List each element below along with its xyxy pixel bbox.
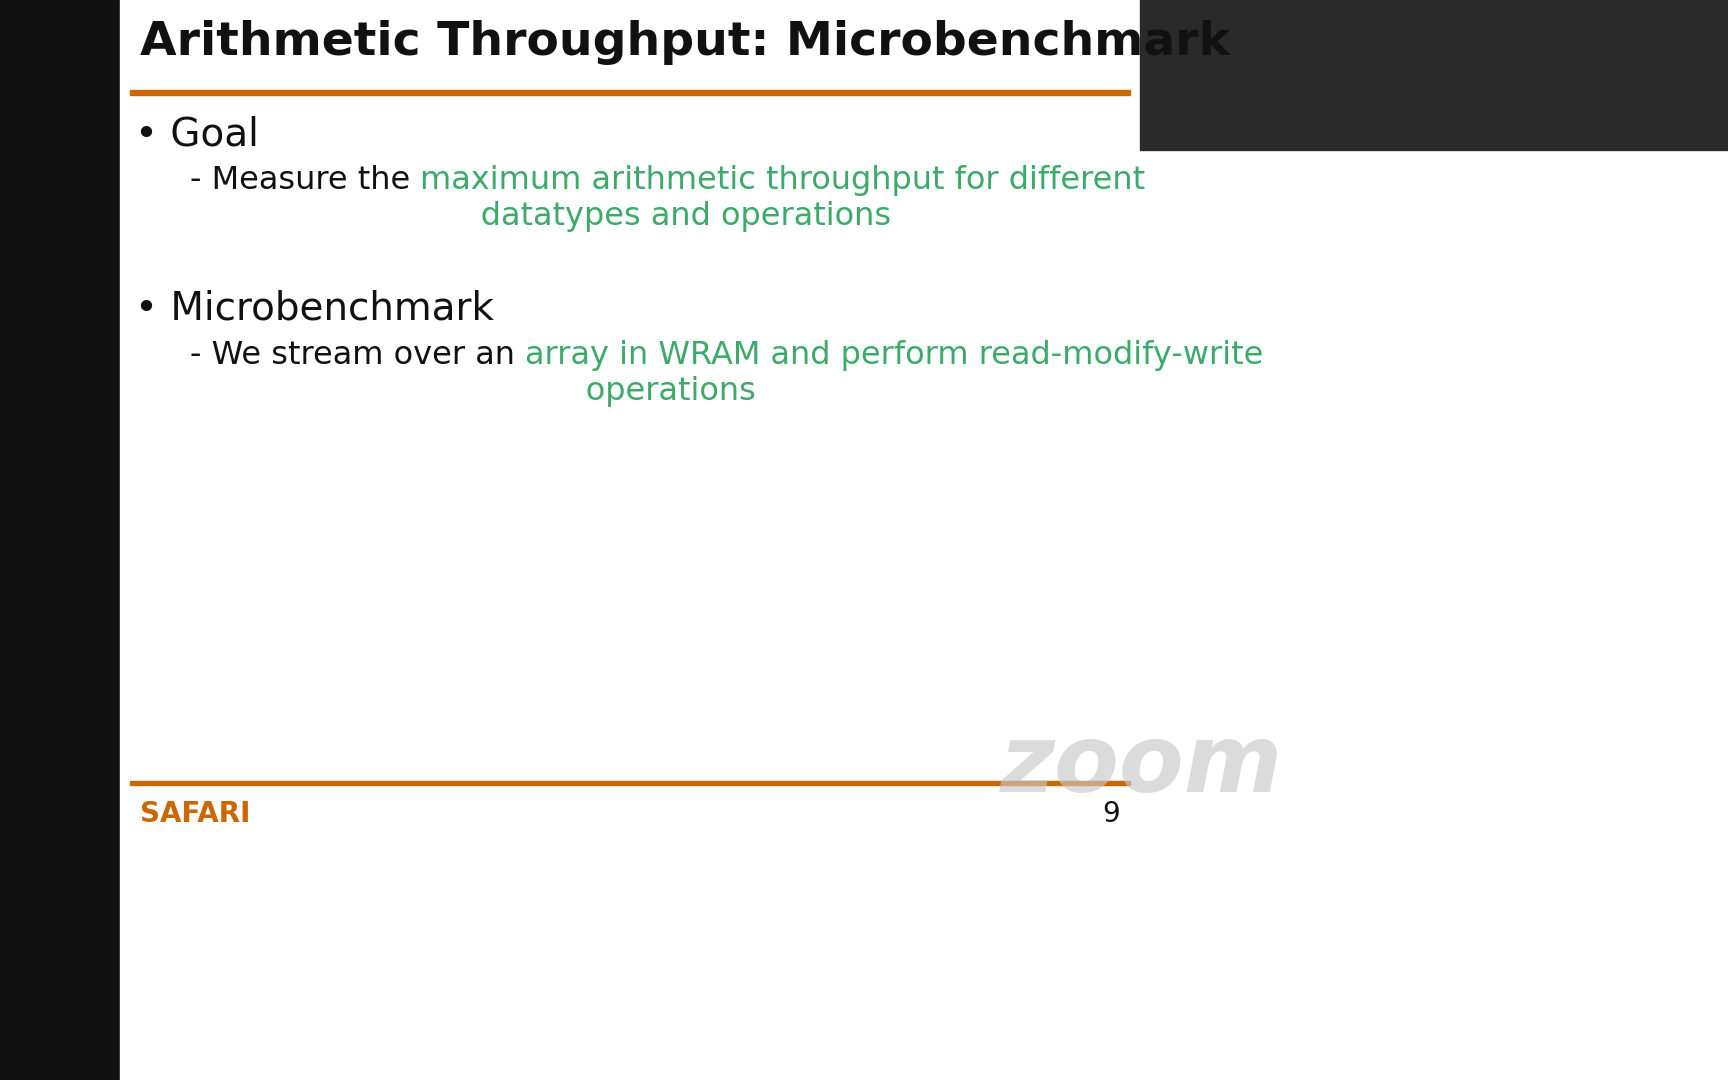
Text: Arithmetic Throughput: Microbenchmark: Arithmetic Throughput: Microbenchmark <box>140 21 1230 65</box>
Bar <box>130 781 1130 785</box>
Text: - Measure the: - Measure the <box>190 165 420 195</box>
Bar <box>1140 0 1728 150</box>
Text: • Goal: • Goal <box>135 114 259 153</box>
Text: array in WRAM and perform read-modify-write
      operations: array in WRAM and perform read-modify-wr… <box>525 340 1263 407</box>
Text: zoom: zoom <box>1001 720 1284 812</box>
Text: maximum arithmetic throughput for different
      datatypes and operations: maximum arithmetic throughput for differ… <box>420 165 1146 232</box>
Text: 9: 9 <box>1102 800 1120 828</box>
Text: • Microbenchmark: • Microbenchmark <box>135 291 494 328</box>
Bar <box>130 90 1130 95</box>
Text: SAFARI: SAFARI <box>140 800 251 828</box>
Bar <box>119 0 1130 1080</box>
Text: - We stream over an: - We stream over an <box>190 340 525 372</box>
Bar <box>0 0 119 1080</box>
